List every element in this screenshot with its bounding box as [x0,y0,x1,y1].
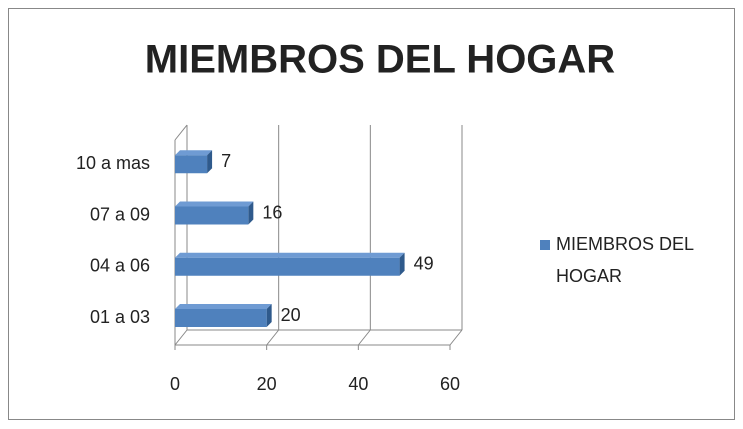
bar-top [175,150,213,156]
bar-top [175,201,254,207]
y-tick-label: 01 a 03 [90,307,150,327]
chart-title: MIEMBROS DEL HOGAR [145,38,616,82]
bar-side [266,304,272,327]
x-tick-label: 40 [348,374,368,394]
grid-line [266,329,280,346]
y-tick-label: 10 a mas [76,153,150,173]
grid-line [449,329,463,346]
grid-line [174,329,188,346]
bar-side [207,150,213,174]
legend-label: MIEMBROS DEL HOGAR [556,234,694,286]
data-label: 16 [262,202,282,222]
chart-border [8,8,735,420]
data-label: 7 [221,151,231,171]
bar [175,309,267,327]
x-tick-label: 60 [440,374,460,394]
bar-top [175,304,272,309]
bar [175,155,208,174]
axis-line [174,124,188,141]
data-label: 49 [414,254,434,274]
bar-side [248,201,254,225]
data-label: 20 [281,305,301,325]
bar-side [399,252,405,276]
grid-line [357,329,371,346]
legend-swatch [540,240,550,250]
y-tick-label: 07 a 09 [90,204,150,224]
x-tick-label: 20 [257,374,277,394]
bar-top [175,252,405,258]
bar [175,206,249,225]
bar [175,257,400,276]
y-tick-label: 04 a 06 [90,256,150,276]
x-tick-label: 0 [170,374,180,394]
